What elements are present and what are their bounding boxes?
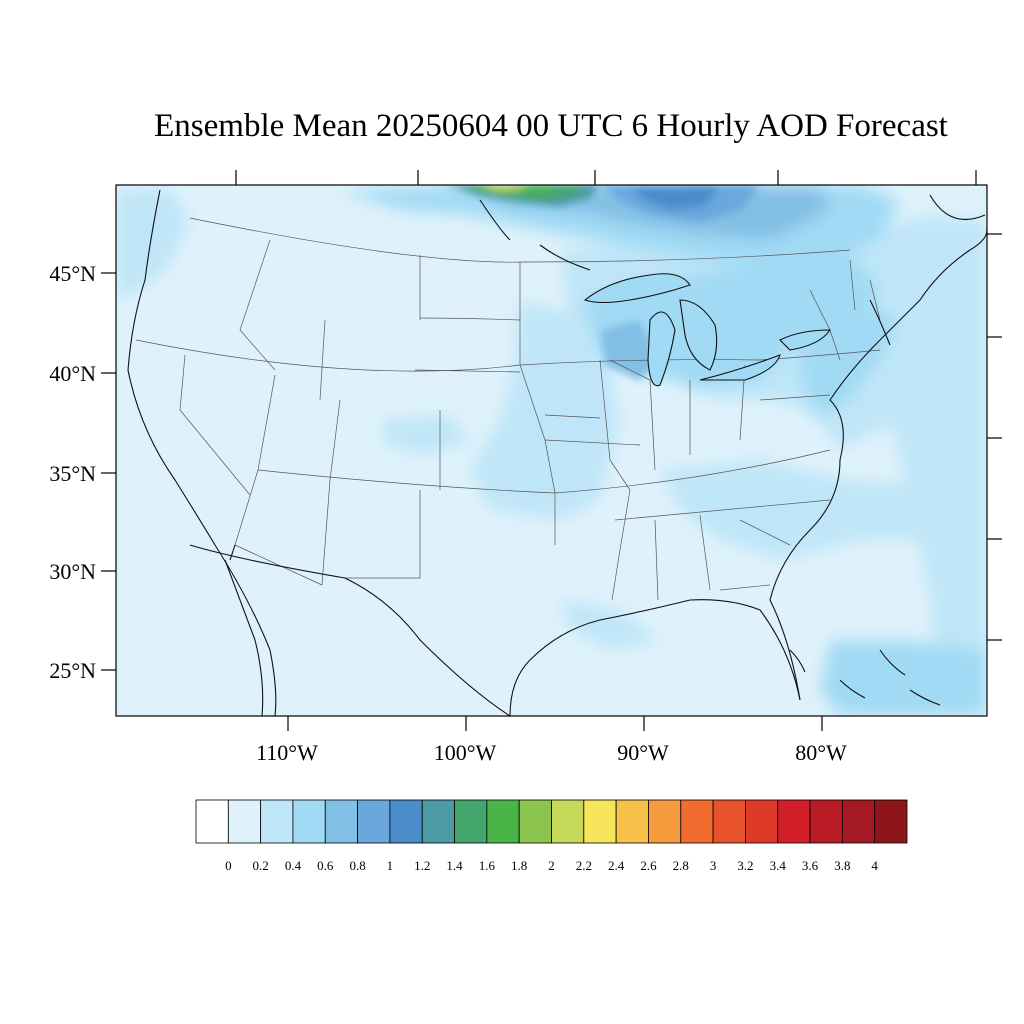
colorbar-label-1: 0.2 <box>253 858 269 873</box>
lat-label-25n: 25°N <box>49 658 96 683</box>
lat-label-30n: 30°N <box>49 559 96 584</box>
page-title: Ensemble Mean 20250604 00 UTC 6 Hourly A… <box>154 108 948 144</box>
colorbar-box-8 <box>454 799 488 844</box>
colorbar-label-9: 1.8 <box>511 858 527 873</box>
colorbar-box-14 <box>648 799 682 844</box>
aod-field <box>116 185 987 716</box>
colorbar-box-1 <box>227 799 262 844</box>
colorbar-box-15 <box>680 799 714 844</box>
colorbar-label-10: 2 <box>548 858 555 873</box>
colorbar-box-16 <box>712 799 746 844</box>
colorbar-box-5 <box>357 799 391 844</box>
colorbar-label-13: 2.6 <box>640 858 657 873</box>
colorbar-label-16: 3.2 <box>737 858 753 873</box>
colorbar-box-17 <box>745 799 779 844</box>
colorbar-label-7: 1.4 <box>446 858 463 873</box>
colorbar-label-3: 0.6 <box>317 858 334 873</box>
colorbar-box-6 <box>389 799 423 844</box>
colorbar-box-18 <box>777 799 811 844</box>
colorbar-box-20 <box>841 799 876 844</box>
caribbean-islands <box>789 649 941 706</box>
lon-label-110w: 110°W <box>256 740 318 765</box>
aod-contour-gulf <box>560 600 660 650</box>
lat-label-45n: 45°N <box>49 261 96 286</box>
colorbar-label-20: 4 <box>871 858 878 873</box>
colorbar: 0 0.2 0.4 0.6 0.8 1 1.2 1.4 1.6 1.8 2 2.2 2.4 2.6 2.8 3… <box>195 799 908 873</box>
colorbar-box-9 <box>486 799 520 844</box>
colorbar-box-19 <box>809 799 843 844</box>
lon-label-100w: 100°W <box>434 740 497 765</box>
colorbar-box-13 <box>615 799 649 844</box>
axis-ticks <box>101 170 1002 731</box>
colorbar-box-2 <box>260 799 294 844</box>
great-lakes <box>583 273 832 387</box>
colorbar-label-18: 3.6 <box>802 858 819 873</box>
colorbar-label-2: 0.4 <box>285 858 302 873</box>
coastlines <box>127 189 987 716</box>
aod-contour-bahamas <box>820 640 987 716</box>
lat-label-40n: 40°N <box>49 361 96 386</box>
colorbar-label-11: 2.2 <box>576 858 592 873</box>
aod-contour-colorado <box>380 415 470 455</box>
colorbar-label-0: 0 <box>225 858 232 873</box>
aod-contour-lake-superior-band <box>600 320 660 380</box>
colorbar-label-19: 3.8 <box>834 858 850 873</box>
lon-label-80w: 80°W <box>795 740 847 765</box>
colorbar-box-12 <box>583 799 617 844</box>
colorbar-label-12: 2.4 <box>608 858 625 873</box>
colorbar-label-6: 1.2 <box>414 858 430 873</box>
state-boundaries <box>135 217 881 601</box>
colorbar-box-10 <box>518 799 552 844</box>
lon-label-90w: 90°W <box>617 740 669 765</box>
map-frame <box>115 184 988 717</box>
lat-label-35n: 35°N <box>49 461 96 486</box>
aod-contour-north-core <box>630 186 720 210</box>
colorbar-label-5: 1 <box>387 858 394 873</box>
colorbar-box-11 <box>551 799 585 844</box>
colorbar-label-14: 2.8 <box>673 858 689 873</box>
aod-contour-pacific-nw <box>116 188 190 300</box>
colorbar-label-17: 3.4 <box>770 858 787 873</box>
colorbar-box-4 <box>324 799 358 844</box>
colorbar-label-15: 3 <box>710 858 717 873</box>
colorbar-box-21 <box>874 799 908 844</box>
colorbar-label-4: 0.8 <box>349 858 365 873</box>
colorbar-box-7 <box>421 799 455 844</box>
aod-contour-southeast <box>660 460 987 560</box>
aod-contour-hudson-e <box>487 185 512 188</box>
aod-contour-plains <box>470 300 620 520</box>
aod-contour-atlantic <box>890 330 987 716</box>
colorbar-label-8: 1.6 <box>479 858 496 873</box>
colorbar-box-3 <box>292 799 326 844</box>
colorbar-box-0 <box>195 799 229 844</box>
